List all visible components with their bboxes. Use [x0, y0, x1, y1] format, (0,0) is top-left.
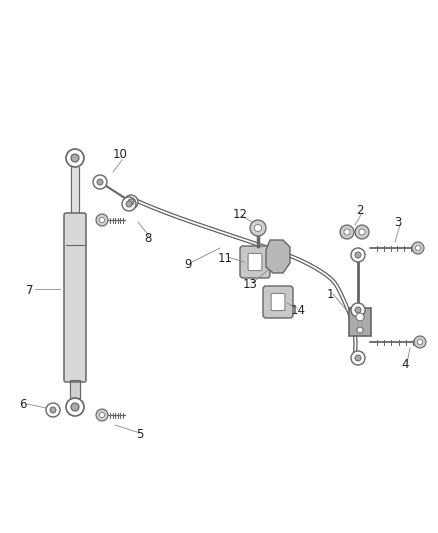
Circle shape [99, 217, 105, 222]
Polygon shape [266, 240, 290, 273]
Circle shape [250, 220, 266, 236]
Circle shape [359, 229, 365, 235]
Circle shape [97, 179, 103, 185]
Text: 8: 8 [144, 231, 152, 245]
Text: 5: 5 [136, 429, 144, 441]
FancyBboxPatch shape [349, 308, 371, 336]
FancyBboxPatch shape [64, 213, 86, 382]
Circle shape [412, 242, 424, 254]
Circle shape [340, 225, 354, 239]
Circle shape [128, 199, 134, 205]
Text: 11: 11 [218, 252, 233, 264]
Circle shape [355, 225, 369, 239]
Circle shape [355, 355, 361, 361]
Circle shape [71, 154, 79, 162]
Circle shape [357, 327, 363, 333]
Circle shape [124, 195, 138, 209]
Circle shape [96, 214, 108, 226]
Circle shape [414, 336, 426, 348]
Circle shape [126, 201, 132, 207]
Text: 1: 1 [326, 288, 334, 302]
FancyBboxPatch shape [240, 246, 270, 278]
Circle shape [99, 413, 105, 417]
Text: 2: 2 [356, 204, 364, 216]
Circle shape [254, 224, 261, 231]
Circle shape [50, 407, 56, 413]
Circle shape [351, 303, 365, 317]
Circle shape [66, 149, 84, 167]
Text: 14: 14 [290, 303, 305, 317]
FancyBboxPatch shape [263, 286, 293, 318]
Circle shape [46, 403, 60, 417]
Polygon shape [71, 167, 79, 215]
Circle shape [93, 175, 107, 189]
Circle shape [344, 229, 350, 235]
FancyBboxPatch shape [271, 293, 285, 311]
Text: 6: 6 [19, 399, 27, 411]
Circle shape [71, 403, 79, 411]
Text: 3: 3 [394, 215, 402, 229]
Circle shape [355, 252, 361, 258]
Circle shape [66, 398, 84, 416]
Polygon shape [70, 380, 80, 398]
Circle shape [122, 197, 136, 211]
Text: 7: 7 [26, 284, 34, 296]
Circle shape [355, 307, 361, 313]
Text: 12: 12 [233, 208, 247, 222]
Text: 4: 4 [401, 359, 409, 372]
Circle shape [417, 340, 423, 344]
Circle shape [356, 313, 364, 321]
Circle shape [96, 409, 108, 421]
Circle shape [351, 351, 365, 365]
Circle shape [351, 248, 365, 262]
Text: 10: 10 [113, 149, 127, 161]
FancyBboxPatch shape [248, 253, 262, 271]
Circle shape [416, 246, 420, 251]
Text: 13: 13 [243, 279, 258, 292]
Text: 9: 9 [184, 259, 192, 271]
